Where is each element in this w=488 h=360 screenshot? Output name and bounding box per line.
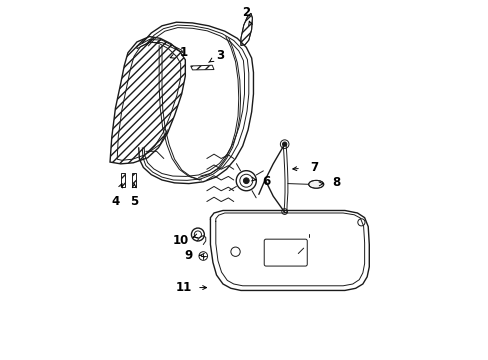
Text: 11: 11 [175, 281, 191, 294]
Text: 2: 2 [242, 6, 250, 19]
Text: 8: 8 [331, 176, 339, 189]
Text: 7: 7 [310, 161, 318, 174]
Circle shape [282, 142, 286, 146]
Text: 5: 5 [130, 195, 138, 208]
Circle shape [243, 178, 249, 184]
Text: 1: 1 [179, 46, 187, 59]
Text: 4: 4 [111, 195, 119, 208]
Text: 6: 6 [262, 175, 269, 188]
Text: 9: 9 [184, 249, 193, 262]
Text: 10: 10 [172, 234, 188, 247]
Text: 3: 3 [216, 49, 224, 62]
Ellipse shape [308, 180, 323, 188]
